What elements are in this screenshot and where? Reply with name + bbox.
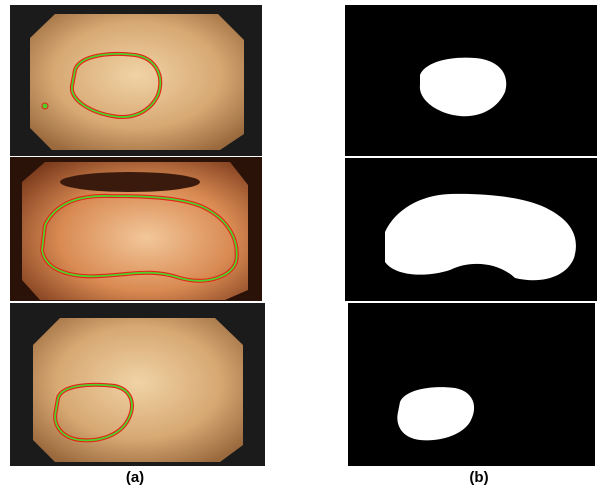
panel-label: (b)	[469, 469, 488, 486]
figure: (a) (b)	[0, 0, 599, 493]
page: {"panels": [{"label": "(a)"}, {"label": …	[0, 0, 599, 493]
panel-a	[10, 5, 265, 466]
spot	[42, 103, 48, 109]
panel-label: (a)	[126, 469, 144, 486]
panel-b	[345, 5, 597, 466]
mask-frame-3	[348, 303, 595, 466]
lumen	[60, 172, 200, 192]
tissue-1	[30, 14, 244, 150]
